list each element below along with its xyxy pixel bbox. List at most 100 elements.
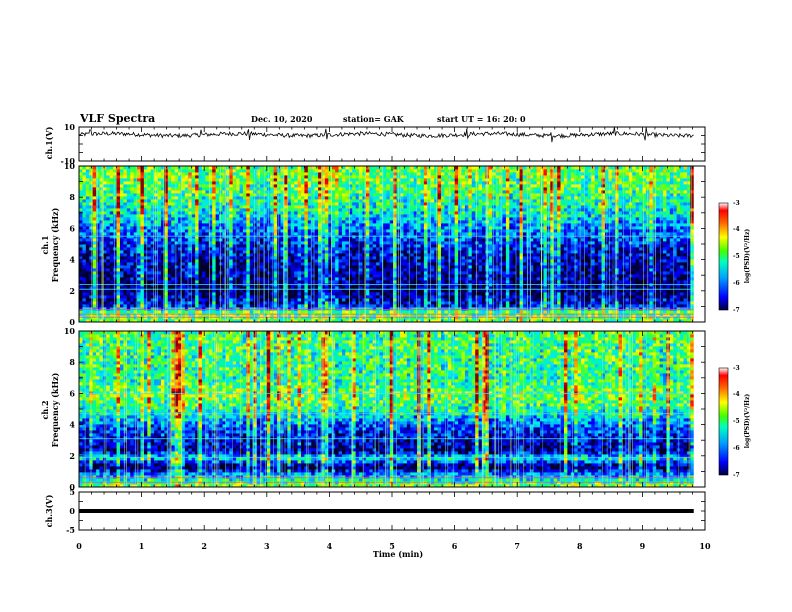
spectrogram-cell (522, 319, 527, 323)
spectrogram-cell (147, 298, 152, 302)
spectrogram-cell (167, 307, 172, 311)
spectrogram-cell (225, 250, 230, 254)
spectrogram-cell (519, 253, 524, 257)
spectrogram-cell (331, 244, 336, 248)
spectrogram-cell (318, 274, 322, 278)
spectrogram-cell (294, 304, 298, 308)
spectrogram-cell (174, 310, 179, 314)
spectrogram-cell (400, 307, 404, 311)
spectrogram-cell (550, 313, 555, 317)
spectrogram-cell (239, 253, 244, 257)
spectrogram-cell (239, 262, 244, 266)
spectrogram-cell (587, 256, 592, 260)
spectrogram-cell (212, 247, 217, 251)
spectrogram-cell (386, 286, 391, 290)
spectrogram-cell (133, 268, 138, 272)
spectrogram-cell (372, 262, 377, 266)
spectrogram-cell (85, 256, 90, 260)
spectrogram-cell (140, 271, 145, 275)
spectrogram-cell (212, 298, 217, 302)
spectrogram-cell (208, 286, 213, 290)
spectrogram-cell (649, 292, 654, 296)
spectrogram-cell (533, 286, 538, 290)
spectrogram-cell (225, 301, 230, 305)
spectrogram-cell (130, 277, 135, 281)
spectrogram-cell (229, 247, 234, 251)
spectrogram-cell (577, 313, 582, 317)
spectrogram-cell (311, 271, 316, 275)
spectrogram-cell (553, 274, 558, 278)
spectrogram-cell (239, 268, 244, 272)
spectrogram-cell (253, 319, 257, 323)
spectrogram-cell (253, 244, 257, 248)
spectrogram-cell (461, 268, 466, 272)
spectrogram-cell (290, 259, 295, 263)
spectrogram-cell (229, 304, 234, 308)
spectrogram-cell (82, 265, 87, 269)
spectrogram-cell (512, 274, 517, 278)
spectrogram-cell (632, 271, 637, 275)
spectrogram-cell (563, 319, 568, 323)
spectrogram-cell (133, 298, 138, 302)
spectrogram-cell (205, 286, 210, 290)
spectrogram-cell (628, 268, 633, 272)
spectrogram-cell (335, 295, 339, 299)
spectrogram-cell (140, 274, 145, 278)
spectrogram-cell (174, 286, 179, 290)
spectrogram-cell (618, 307, 623, 311)
spectrogram-cell (420, 268, 425, 272)
spectrogram-cell (526, 250, 531, 254)
spectrogram-cell (147, 301, 152, 305)
spectrogram-cell (584, 307, 589, 311)
spectrogram-cell (423, 310, 428, 314)
spectrogram-cell (119, 298, 124, 302)
spectrogram-cell (263, 265, 268, 269)
spectrogram-cell (205, 277, 210, 281)
spectrogram-cell (311, 241, 316, 245)
spectrogram-cell (468, 313, 473, 317)
spectrogram-cell (318, 298, 322, 302)
spectrogram-cell (232, 313, 237, 317)
spectrogram-cell (649, 298, 654, 302)
spectrogram-cell (304, 262, 309, 266)
spectrogram-cell (505, 307, 510, 311)
spectrogram-cell (557, 265, 561, 269)
spectrogram-cell (178, 247, 182, 251)
spectrogram-cell (160, 268, 165, 272)
spectrogram-cell (420, 262, 425, 266)
spectrogram-cell (659, 307, 664, 311)
spectrogram-cell (430, 271, 435, 275)
spectrogram-cell (335, 280, 339, 284)
spectrogram-cell (348, 268, 353, 272)
spectrogram-cell (567, 277, 572, 281)
spectrogram-cell (447, 265, 452, 269)
spectrogram-cell (89, 310, 94, 314)
spectrogram-cell (608, 301, 613, 305)
spectrogram-cell (253, 274, 257, 278)
spectrogram-cell (331, 271, 336, 275)
spectrogram-cell (242, 298, 247, 302)
spectrogram-cell (365, 295, 370, 299)
spectrogram-cell (557, 307, 561, 311)
spectrogram-cell (195, 313, 199, 317)
spectrogram-cell (475, 319, 479, 323)
spectrogram-cell (338, 277, 343, 281)
spectrogram-cell (656, 241, 660, 245)
spectrogram-cell (410, 286, 415, 290)
spectrogram-cell (188, 244, 193, 248)
spectrogram-cell (167, 289, 172, 293)
spectrogram-cell (372, 271, 377, 275)
spectrogram-cell (328, 244, 333, 248)
spectrogram-cell (625, 253, 630, 257)
spectrogram-cell (536, 301, 541, 305)
spectrogram-cell (225, 289, 230, 293)
spectrogram-cell (372, 301, 377, 305)
spectrogram-cell (280, 286, 285, 290)
spectrogram-cell (475, 265, 479, 269)
spectrogram-cell (522, 313, 527, 317)
spectrogram-cell (475, 271, 479, 275)
spectrogram-cell (102, 271, 107, 275)
spectrogram-cell (382, 262, 387, 266)
spectrogram-cell (109, 262, 114, 266)
spectrogram-cell (113, 286, 117, 290)
